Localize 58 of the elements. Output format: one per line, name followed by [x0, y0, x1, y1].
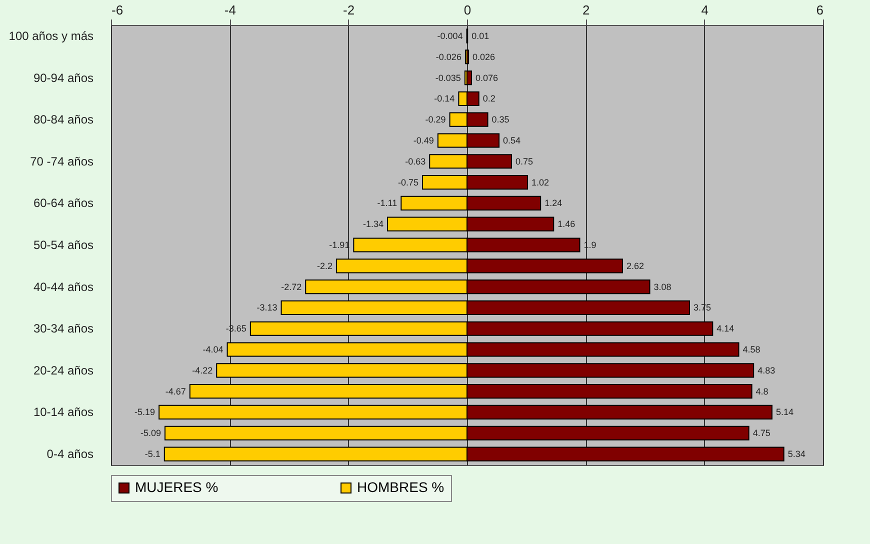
data-label: 4.83 [758, 365, 776, 376]
data-label: -2.72 [281, 282, 302, 292]
data-label: 1.24 [544, 198, 562, 208]
data-label: -5.09 [140, 428, 161, 438]
legend-label: HOMBRES % [357, 479, 444, 495]
y-tick-label: 50-54 años [33, 238, 94, 252]
data-label: 0.54 [503, 135, 521, 146]
data-label: -3.13 [256, 302, 278, 313]
data-label: 3.08 [654, 282, 672, 292]
data-label: -2.2 [316, 260, 332, 271]
data-label: 0.076 [476, 72, 498, 83]
x-tick-label: 2 [582, 2, 590, 18]
data-label: -0.75 [398, 177, 418, 188]
y-tick-label: 0-4 años [46, 447, 94, 462]
data-label: -1.34 [362, 219, 384, 230]
data-label: -0.004 [437, 30, 463, 41]
data-label: -4.04 [202, 344, 224, 355]
data-label: 4.14 [716, 324, 734, 334]
y-tick-label: 80-84 años [33, 112, 94, 127]
y-tick-label: 60-64 años [33, 196, 94, 210]
data-label: 4.8 [756, 386, 768, 396]
y-tick-label: 10-14 años [33, 405, 94, 420]
data-label: 0.75 [516, 156, 534, 166]
data-label: 2.62 [626, 260, 644, 271]
y-tick-label: 70 -74 años [30, 154, 94, 168]
data-label: -1.11 [377, 198, 398, 208]
x-tick-label: -2 [343, 2, 355, 18]
legend-label: MUJERES % [135, 479, 218, 495]
data-label: -5.19 [134, 407, 156, 418]
data-label: -0.14 [434, 94, 455, 104]
data-label: 5.14 [776, 407, 794, 418]
data-label: 5.34 [788, 449, 806, 460]
data-label: 0.35 [492, 114, 510, 125]
data-label: 0.01 [472, 30, 490, 41]
x-tick-label: 6 [816, 2, 824, 18]
x-tick-label: 0 [464, 2, 472, 18]
data-label: -0.035 [435, 72, 461, 83]
y-tick-label: 30-34 años [33, 322, 94, 336]
data-label: -0.49 [413, 135, 434, 146]
data-label: -4.22 [192, 365, 213, 376]
data-label: -0.026 [436, 52, 462, 62]
x-tick-label: -6 [112, 2, 124, 18]
data-label: 0.2 [482, 94, 496, 104]
data-label: 1.02 [532, 177, 550, 188]
y-tick-label: 90-94 años [33, 70, 94, 85]
data-label: 1.46 [558, 219, 576, 230]
data-label: 4.75 [752, 428, 770, 438]
y-tick-label: 20-24 años [33, 363, 94, 378]
y-tick-label: 100 años y más [8, 28, 94, 43]
data-label: -0.29 [425, 114, 446, 125]
data-label: -0.63 [405, 156, 426, 166]
data-label: -4.67 [165, 386, 186, 396]
data-label: 4.58 [742, 344, 760, 355]
data-label: 0.026 [472, 52, 496, 62]
data-label: -5.1 [144, 449, 160, 460]
x-tick-label: 4 [701, 2, 708, 18]
y-tick-label: 40-44 años [33, 280, 94, 294]
x-tick-label: -4 [224, 2, 236, 18]
